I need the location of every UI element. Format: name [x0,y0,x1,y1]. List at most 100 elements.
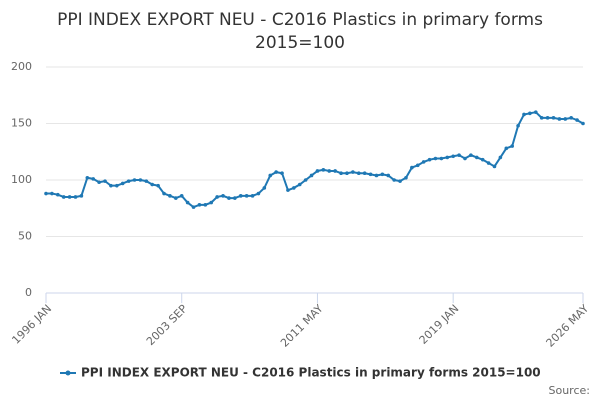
y-tick-label: 100 [11,173,32,186]
source: Source: [549,384,591,397]
point [315,169,320,173]
point [61,195,66,199]
point [563,117,568,121]
y-tick-label: 50 [18,230,32,243]
point [126,179,131,183]
point [97,180,101,185]
x-tick-label: 2011 MAY [278,302,326,350]
x-tick-label: 2003 SEP [144,302,190,348]
point [351,170,355,174]
point [533,110,538,114]
point [528,111,532,116]
point [339,171,343,176]
point [581,121,585,126]
point [215,195,219,199]
point [427,157,432,162]
point [286,188,290,192]
y-tick-label: 150 [11,117,32,130]
point [280,171,284,176]
chart-title: PPI INDEX EXPORT NEU - C2016 Plastics in… [57,10,543,30]
x-tick-label: 1996 JAN [9,302,54,347]
point [73,195,78,199]
point [297,182,302,187]
point [309,173,314,178]
point [410,165,414,170]
x-tick-label: 2026 MAY [544,302,592,350]
point [445,155,450,160]
point [233,196,237,200]
point [539,116,544,120]
point [557,117,562,121]
point [103,179,107,183]
point [174,196,178,200]
point [197,203,202,207]
point [374,173,379,178]
point [398,179,402,183]
point [168,194,172,198]
point [469,153,473,157]
point [457,153,461,157]
point [569,116,573,120]
point [362,171,367,176]
point [67,195,72,199]
point [327,169,332,173]
point [244,194,249,198]
point [179,194,184,198]
point [120,181,125,186]
point [321,168,326,172]
point [404,175,408,180]
point [50,191,54,196]
point [575,118,579,122]
point [150,182,155,187]
point [368,172,373,177]
point [421,160,426,164]
point [333,169,337,173]
point [227,196,231,200]
point [91,177,96,181]
point [250,194,255,198]
point [44,191,48,196]
point [144,179,149,183]
point [109,183,113,188]
point [191,205,196,209]
point [380,172,385,177]
point [203,203,208,207]
x-tick-label: 2019 JAN [417,302,462,347]
point [303,178,308,182]
point [451,154,455,159]
point [392,178,396,182]
point [56,192,60,197]
point [132,178,137,182]
legend-label: PPI INDEX EXPORT NEU - C2016 Plastics in… [81,366,541,380]
point [156,183,160,188]
point [504,146,509,151]
point [522,112,526,117]
point [486,161,491,165]
point [516,123,520,128]
point [268,173,273,178]
point [463,156,467,161]
legend-marker [65,370,71,376]
point [356,171,361,176]
point [221,194,225,198]
point [551,116,556,120]
point [433,156,438,161]
point [256,191,261,196]
point [138,178,143,182]
point [79,194,84,198]
y-tick-label: 200 [11,60,32,73]
point [185,200,190,205]
point [85,175,90,180]
point [480,157,485,162]
point [345,171,349,176]
point [510,144,514,148]
point [439,156,444,161]
point [238,194,243,198]
point [209,200,214,205]
point [386,173,391,178]
point [274,170,278,174]
series-line [46,111,584,209]
point [115,183,119,188]
chart-title: 2015=100 [255,33,345,53]
